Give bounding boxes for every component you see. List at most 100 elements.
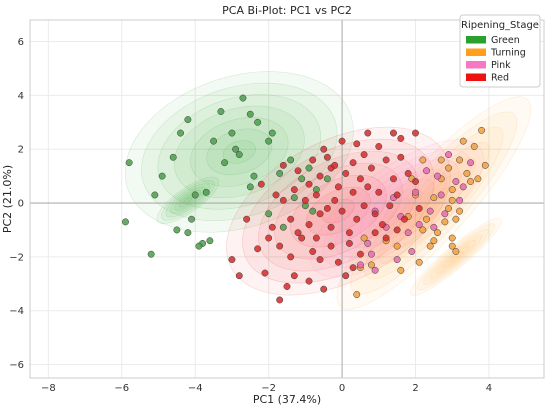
data-point-green (279, 223, 287, 231)
data-point-turning (467, 178, 475, 185)
data-point-red (290, 186, 298, 194)
data-point-pink (367, 250, 375, 258)
data-point-red (349, 188, 357, 196)
data-point-pink (459, 183, 467, 191)
legend-label-pink: Pink (491, 60, 511, 71)
contour-level (416, 223, 496, 291)
data-point-turning (423, 215, 430, 223)
data-point-red (301, 196, 309, 204)
series-pink (356, 151, 475, 274)
data-point-pink (364, 239, 372, 247)
data-point-red (382, 234, 390, 242)
data-point-green (202, 188, 210, 196)
x-tick-label: 4 (486, 383, 492, 394)
series-green (122, 94, 331, 258)
data-point-pink (412, 188, 419, 196)
x-tick-label: 2 (412, 383, 418, 394)
data-point-pink (456, 196, 464, 204)
data-point-red (393, 226, 401, 234)
data-point-red (331, 161, 339, 169)
chart-title: PCA Bi-Plot: PC1 vs PC2 (222, 4, 352, 17)
data-point-turning (419, 156, 427, 164)
data-point-turning (448, 234, 456, 242)
data-point-red (276, 242, 284, 250)
data-point-green (147, 250, 155, 258)
data-point-turning (459, 137, 467, 145)
y-tick-label: −4 (9, 306, 24, 317)
data-point-turning (445, 164, 452, 172)
density-contour-turning (410, 217, 502, 296)
data-point-red (309, 248, 317, 255)
data-point-red (412, 178, 419, 185)
data-point-red (364, 183, 372, 191)
data-point-red (356, 175, 364, 183)
data-point-pink (430, 223, 438, 231)
contour-level (442, 245, 470, 269)
data-point-red (331, 196, 339, 204)
y-tick-labels: −6 −4 −2 0 2 4 6 (9, 37, 24, 371)
data-point-turning (452, 215, 460, 223)
data-point-red (386, 202, 394, 210)
data-point-green (250, 172, 258, 180)
data-point-red (334, 258, 342, 266)
data-point-green (184, 116, 192, 124)
data-point-red (375, 143, 383, 150)
data-point-turning (481, 161, 489, 169)
data-point-red (254, 245, 262, 253)
data-point-green (298, 175, 306, 183)
legend-label-green: Green (491, 35, 520, 46)
data-point-red (349, 264, 357, 272)
data-point-red (364, 129, 372, 137)
data-point-green (221, 159, 229, 167)
data-point-red (349, 159, 357, 167)
data-point-turning (360, 234, 368, 242)
data-point-red (320, 285, 328, 293)
legend-label-turning: Turning (490, 48, 526, 59)
data-point-red (345, 239, 353, 247)
data-point-red (356, 250, 364, 258)
data-point-pink (404, 229, 412, 237)
data-point-turning (426, 242, 434, 250)
data-point-red (327, 223, 335, 231)
x-tick-label: −8 (41, 383, 56, 394)
legend-swatch-red (466, 73, 486, 81)
contour-level (410, 217, 502, 296)
data-point-red (390, 175, 397, 183)
legend-box (459, 14, 541, 88)
data-point-red (312, 191, 320, 199)
data-point-pink (434, 172, 441, 180)
data-point-turning (367, 261, 375, 269)
data-point-turning (437, 156, 445, 164)
data-point-green (323, 175, 331, 183)
data-point-red (342, 169, 350, 177)
data-point-red (279, 161, 287, 169)
data-point-turning (470, 143, 478, 150)
data-point-red (265, 234, 273, 242)
x-tick-label: −6 (114, 383, 129, 394)
y-tick-label: −6 (9, 360, 24, 371)
data-point-pink (423, 167, 430, 175)
x-tick-labels: −8 −6 −4 −2 0 2 4 (41, 383, 492, 394)
data-point-pink (437, 191, 445, 199)
data-point-red (390, 129, 397, 137)
data-point-red (305, 277, 313, 285)
data-point-red (353, 140, 361, 148)
contour-level (429, 234, 483, 280)
data-point-turning (456, 207, 464, 215)
data-point-red (287, 215, 295, 223)
data-point-turning (415, 258, 423, 266)
data-point-green (195, 242, 203, 250)
data-point-green (158, 172, 166, 180)
data-point-green (173, 226, 181, 234)
contour-level (156, 176, 220, 224)
data-point-green (235, 151, 243, 159)
data-point-red (371, 229, 379, 237)
data-point-green (290, 194, 298, 202)
data-point-red (323, 204, 331, 212)
data-point-green (309, 207, 317, 215)
data-point-red (404, 169, 412, 177)
x-tick-label: −2 (261, 383, 276, 394)
contour-level (165, 183, 211, 218)
data-point-red (309, 156, 317, 164)
